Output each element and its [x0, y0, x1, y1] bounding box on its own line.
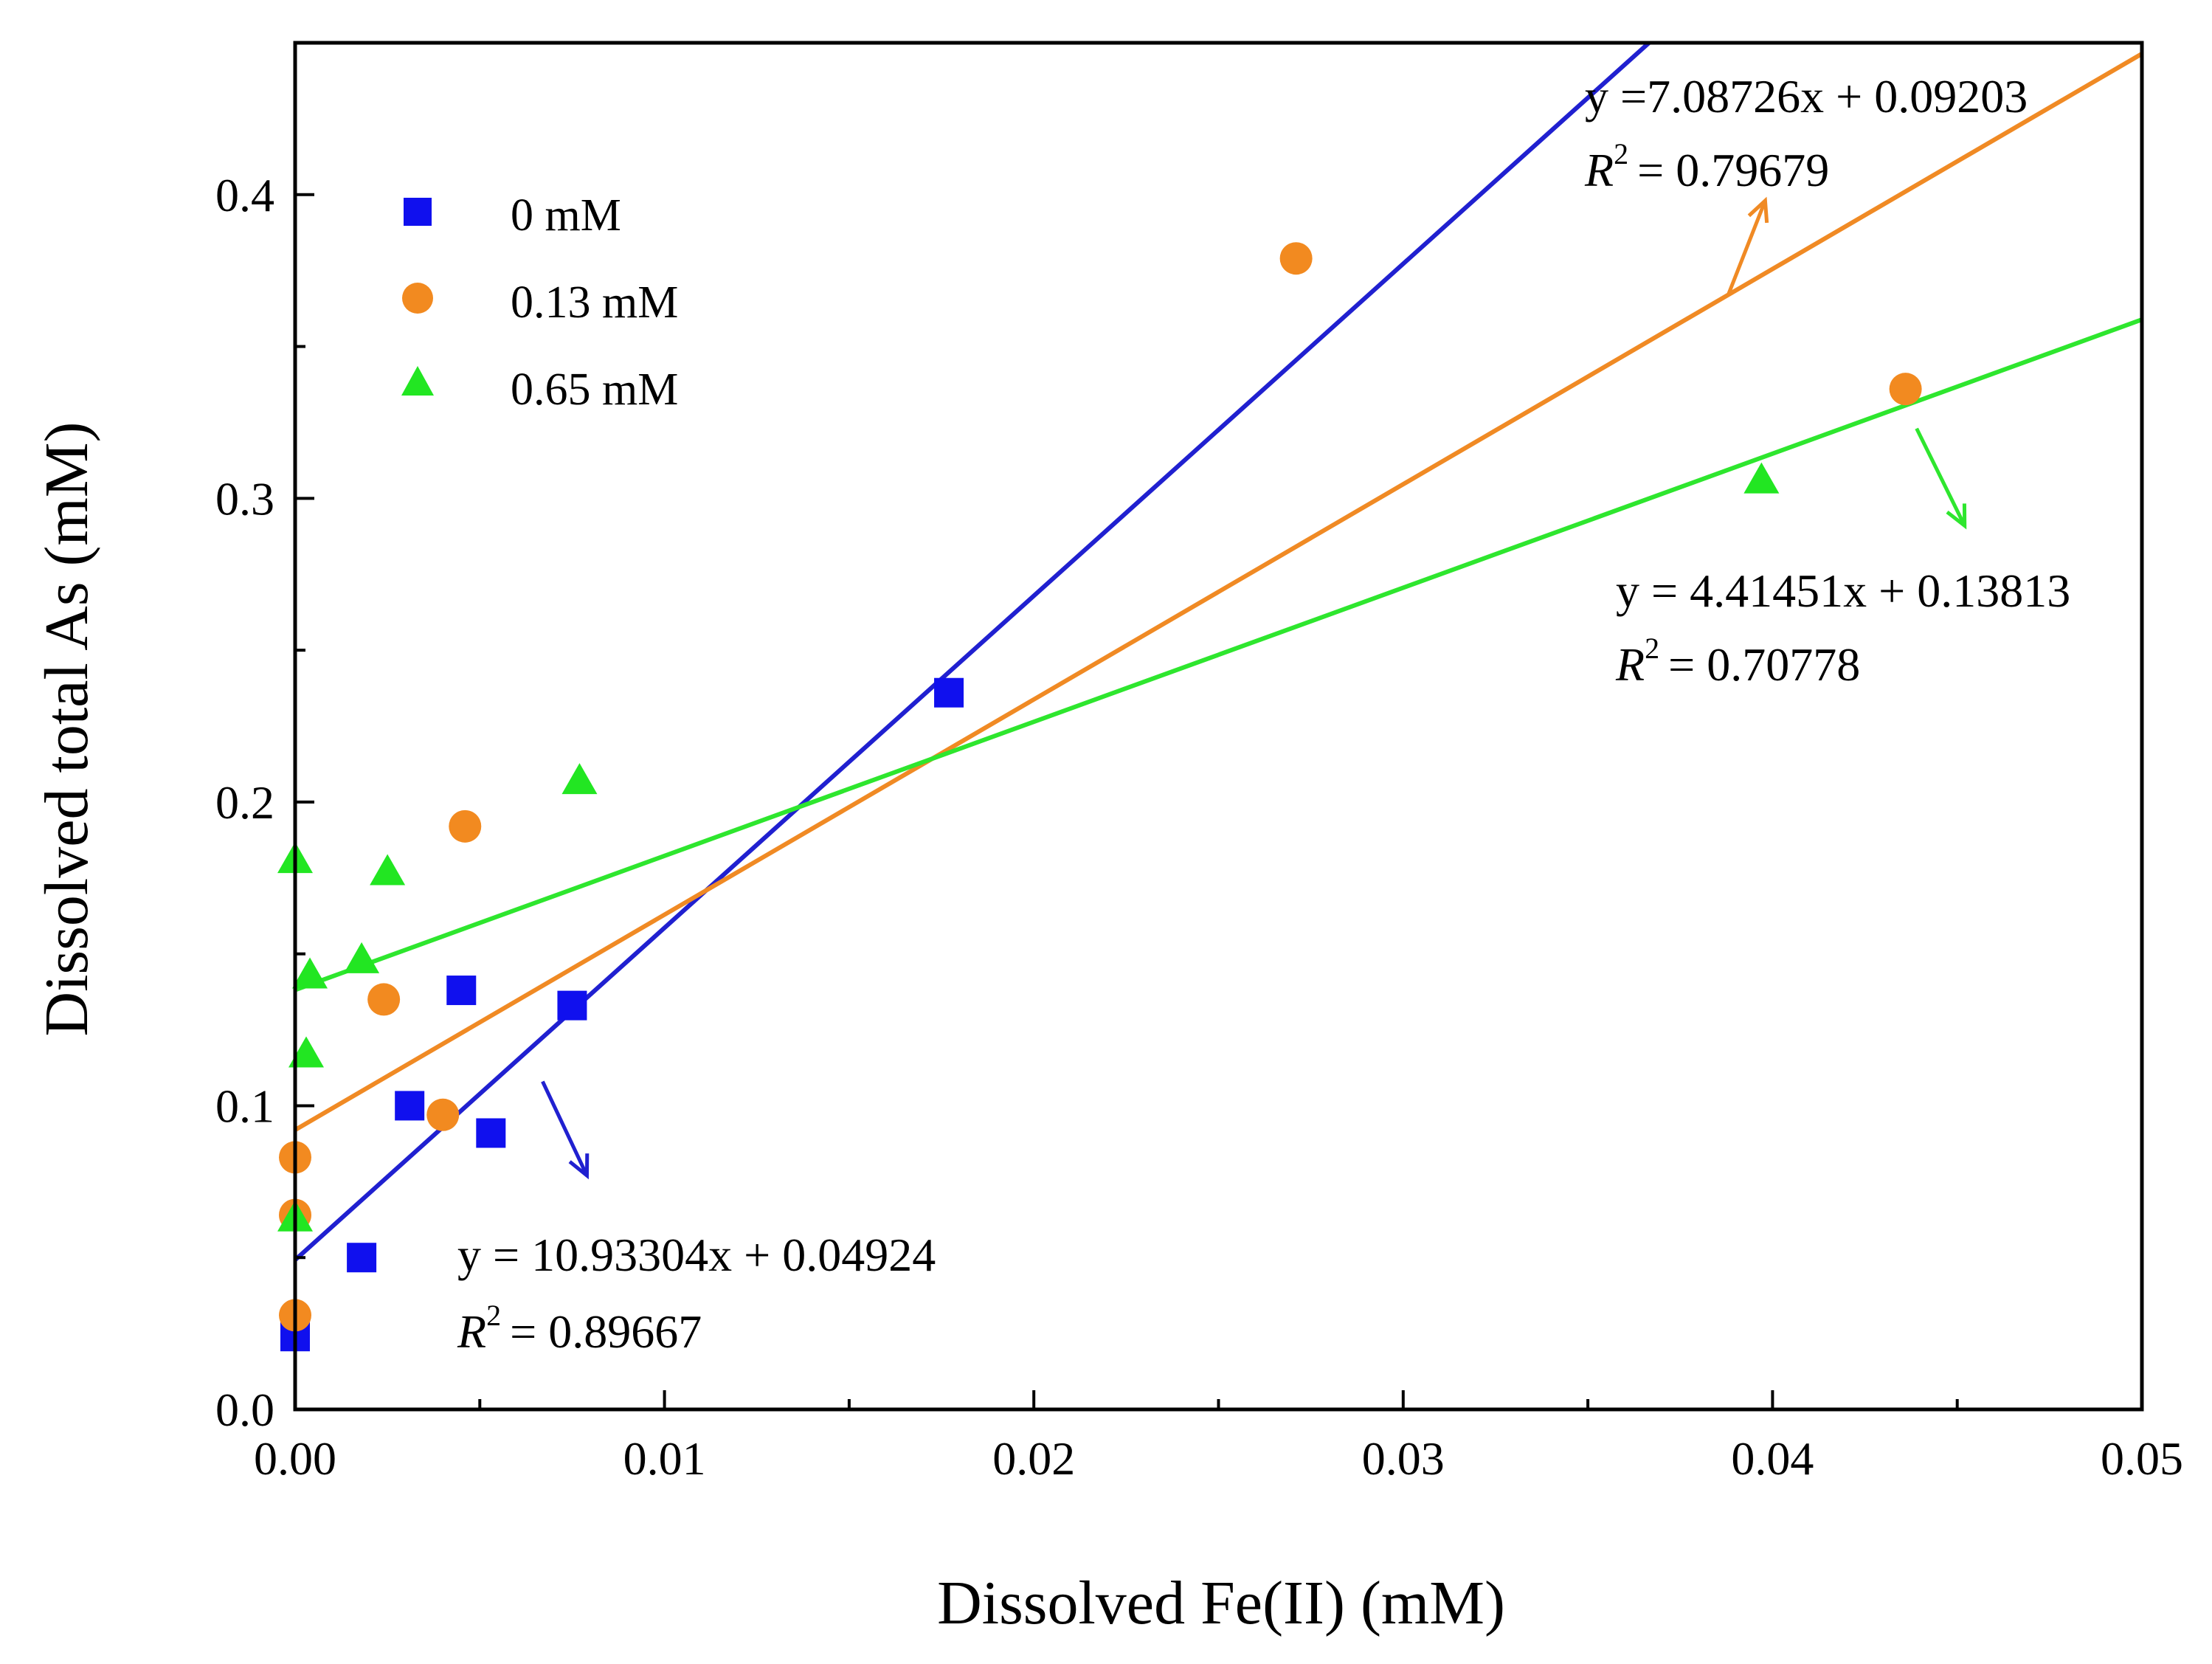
y-tick-label: 0.2 — [215, 776, 274, 829]
x-axis: 0.00 0.01 0.02 0.03 0.04 0.05 — [254, 1390, 2183, 1485]
plot-frame — [293, 41, 2144, 1412]
fit-equation-0mm: y = 10.93304x + 0.04924 — [457, 1229, 936, 1281]
fit-r2-0mm: R2 = 0.89667 — [457, 1299, 702, 1358]
arrow-head-0mm — [568, 1153, 590, 1180]
point-065mm — [288, 1036, 325, 1068]
point-0mm — [446, 976, 477, 1006]
data-points — [277, 242, 1922, 1352]
y-tick-label: 0.0 — [215, 1384, 274, 1436]
x-tick-label: 0.03 — [1362, 1432, 1445, 1485]
y-axis: 0.0 0.1 0.2 0.3 0.4 — [215, 169, 314, 1436]
arrow-shaft-0mm — [541, 1080, 589, 1177]
point-013mm — [1279, 242, 1313, 275]
x-tick-label: 0.04 — [1731, 1432, 1814, 1485]
r2-exponent: 2 — [486, 1299, 501, 1332]
arrow-head-013mm — [1747, 196, 1769, 224]
fit-annotation-013mm: y =7.08726x + 0.09203 R2 = 0.79679 — [1584, 70, 2028, 196]
point-065mm — [1743, 462, 1780, 494]
fit-equation-065mm: y = 4.41451x + 0.13813 — [1616, 565, 2070, 617]
fit-line-013mm — [295, 52, 2142, 1132]
legend-marker-065mm — [401, 366, 434, 396]
fit-equation-013mm: y =7.08726x + 0.09203 — [1585, 70, 2028, 122]
legend-label-065mm: 0.65 mM — [511, 365, 678, 415]
point-013mm — [449, 809, 482, 843]
r2-exponent: 2 — [1645, 632, 1659, 665]
legend-label-0mm: 0 mM — [511, 190, 621, 241]
legend-marker-013mm — [402, 283, 433, 314]
arrow-head-065mm — [1946, 503, 1967, 530]
y-tick-label: 0.4 — [215, 169, 274, 221]
r2-exponent: 2 — [1614, 137, 1628, 170]
r2-value-013mm: = 0.79679 — [1637, 144, 1829, 196]
fit-lines — [295, 43, 2142, 1262]
y-axis-title: Dissolved total As (mM) — [32, 422, 101, 1037]
x-axis-title: Dissolved Fe(II) (mM) — [937, 1569, 1505, 1637]
r2-symbol: R — [1615, 638, 1645, 691]
x-tick-label: 0.05 — [2101, 1432, 2183, 1485]
point-065mm — [561, 763, 598, 795]
legend-label-013mm: 0.13 mM — [511, 277, 678, 328]
r2-value-065mm: = 0.70778 — [1668, 638, 1860, 691]
fit-r2-065mm: R2 = 0.70778 — [1615, 632, 1860, 691]
point-0mm — [476, 1118, 506, 1148]
arrow-shaft-065mm — [1915, 427, 1966, 527]
point-0mm — [347, 1243, 377, 1273]
fit-line-0mm — [295, 43, 1653, 1262]
x-tick-label: 0.00 — [254, 1432, 336, 1485]
fit-annotation-0mm: y = 10.93304x + 0.04924 R2 = 0.89667 — [457, 1229, 936, 1358]
x-tick-label: 0.01 — [623, 1432, 706, 1485]
x-tick-label: 0.02 — [992, 1432, 1075, 1485]
fit-r2-013mm: R2 = 0.79679 — [1584, 137, 1829, 196]
y-tick-label: 0.3 — [215, 472, 274, 525]
annotation-arrows — [541, 196, 1967, 1180]
fit-line-065mm — [295, 317, 2142, 992]
r2-symbol: R — [457, 1305, 486, 1358]
point-013mm — [1889, 373, 1922, 406]
fit-annotation-065mm: y = 4.41451x + 0.13813 R2 = 0.70778 — [1615, 565, 2070, 691]
r2-symbol: R — [1584, 144, 1614, 196]
r2-value-0mm: = 0.89667 — [510, 1305, 702, 1358]
point-0mm — [395, 1091, 425, 1121]
legend: 0 mM 0.13 mM 0.65 mM — [401, 190, 678, 415]
y-tick-label: 0.1 — [215, 1080, 274, 1132]
point-0mm — [557, 990, 587, 1021]
point-013mm — [367, 983, 401, 1016]
arrow-shaft-013mm — [1727, 200, 1767, 296]
point-065mm — [292, 957, 328, 989]
point-0mm — [934, 677, 964, 708]
point-013mm — [426, 1098, 460, 1131]
point-065mm — [370, 854, 406, 885]
point-065mm — [344, 942, 380, 973]
legend-marker-0mm — [404, 198, 432, 226]
